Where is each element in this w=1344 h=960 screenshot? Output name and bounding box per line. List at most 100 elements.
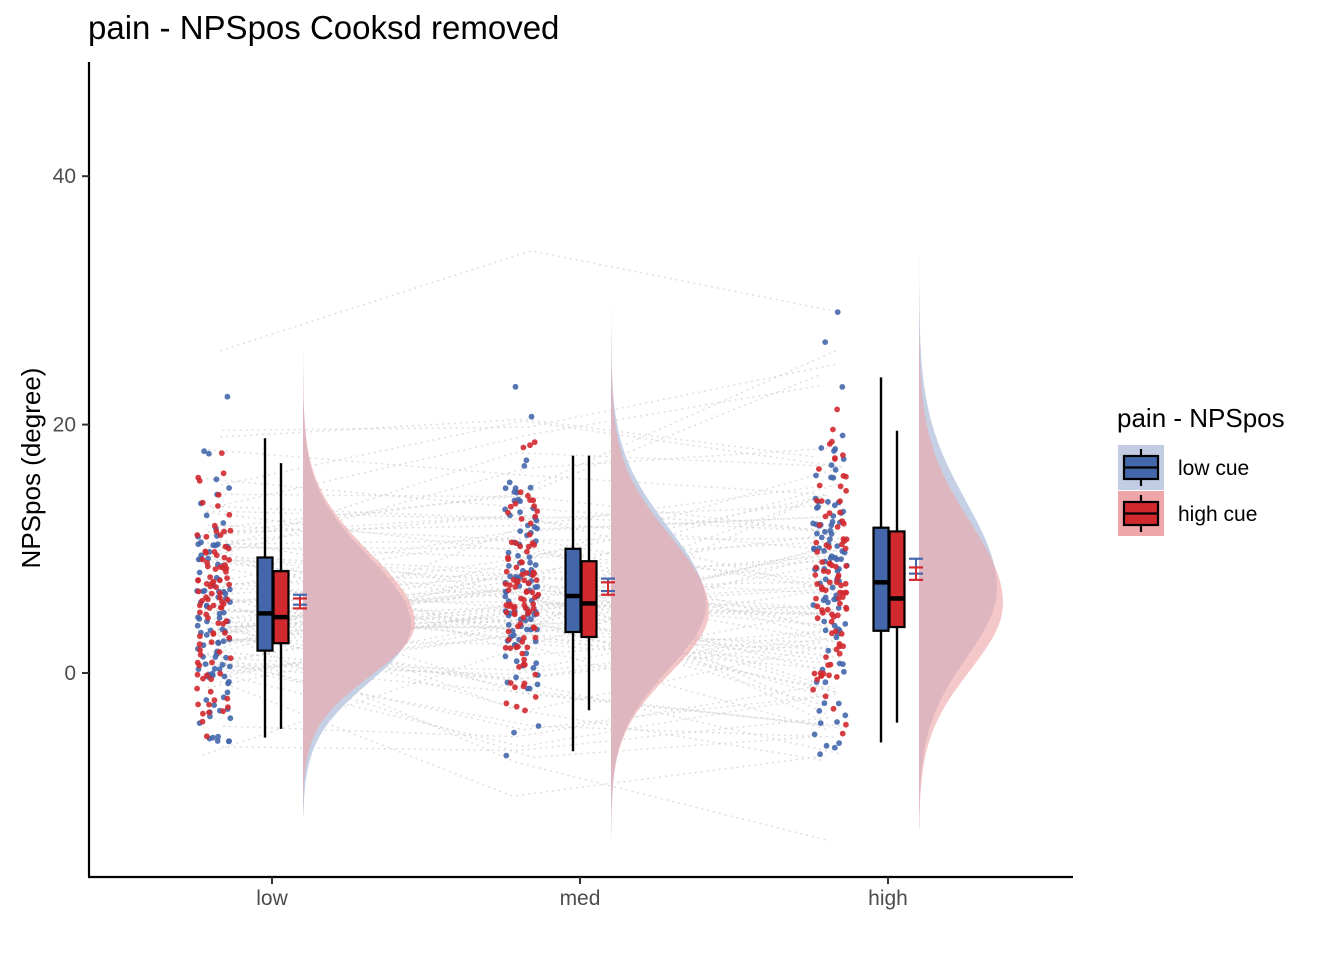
point-high-low-cue: [839, 432, 846, 439]
connector-line: [221, 717, 830, 752]
y-ticks: 0 20 40: [53, 165, 89, 685]
point-med-high-cue: [505, 556, 512, 563]
point-low-high-cue: [197, 609, 203, 616]
point-high-low-cue: [825, 647, 832, 654]
point-low-high-cue: [212, 566, 219, 572]
chart-title: pain - NPSpos Cooksd removed: [88, 9, 559, 46]
point-high-high-cue: [837, 483, 844, 490]
point-med-high-cue: [530, 569, 537, 576]
point-high-low-cue: [827, 536, 833, 543]
connector-line: [203, 558, 832, 627]
point-low-high-cue: [199, 718, 206, 725]
point-low-high-cue: [216, 649, 223, 655]
point-med-low-cue: [528, 616, 534, 623]
point-high-low-cue: [825, 498, 831, 505]
jitter-points: [194, 309, 850, 759]
point-high-high-cue: [814, 549, 821, 555]
point-low-high-cue: [220, 708, 227, 715]
point-low-high-cue: [220, 470, 227, 477]
mean-errorbars: [293, 557, 923, 610]
point-med-high-cue: [505, 628, 512, 635]
point-med-high-cue: [502, 581, 509, 587]
connector-line: [211, 385, 820, 509]
point-high-high-cue: [816, 522, 823, 528]
point-high-low-cue: [830, 474, 837, 481]
point-high-low-cue: [834, 309, 841, 315]
point-low-high-cue: [199, 556, 206, 563]
point-med-high-cue: [507, 680, 514, 686]
connector-line: [212, 561, 819, 670]
point-med-low-cue: [527, 559, 533, 566]
point-low-high-cue: [213, 584, 220, 591]
point-high-high-cue: [817, 670, 824, 676]
point-high-high-cue: [843, 604, 849, 611]
point-low-low-cue: [221, 673, 228, 680]
point-low-high-cue: [199, 597, 206, 604]
point-low-low-cue: [227, 715, 234, 722]
point-high-high-cue: [836, 595, 842, 601]
x-tick-label: med: [560, 887, 601, 910]
point-high-low-cue: [838, 556, 844, 562]
point-low-low-cue: [201, 587, 208, 594]
point-high-high-cue: [830, 426, 836, 433]
connector-line: [217, 639, 829, 731]
point-high-high-cue: [814, 676, 821, 683]
point-high-high-cue: [816, 466, 822, 472]
connector-line: [214, 611, 843, 664]
point-med-high-cue: [503, 568, 510, 575]
point-low-high-cue: [195, 701, 202, 708]
point-med-high-cue: [519, 638, 526, 645]
point-med-high-cue: [532, 513, 539, 520]
point-med-high-cue: [533, 611, 540, 617]
point-med-high-cue: [518, 559, 525, 565]
point-high-low-cue: [832, 446, 839, 452]
point-low-high-cue: [195, 474, 202, 481]
y-axis-label: NPSpos (degree): [16, 368, 46, 569]
point-high-low-cue: [829, 584, 836, 591]
point-med-high-cue: [520, 444, 527, 451]
point-med-high-cue: [521, 577, 528, 584]
y-tick-label: 20: [53, 414, 76, 437]
point-med-low-cue: [523, 457, 530, 464]
point-high-low-cue: [828, 462, 835, 468]
point-low-high-cue: [222, 562, 228, 568]
point-med-low-cue: [505, 621, 512, 628]
point-med-low-cue: [535, 723, 542, 729]
point-med-low-cue: [533, 660, 540, 667]
connector-line: [216, 650, 842, 755]
point-low-high-cue: [194, 671, 201, 678]
point-med-high-cue: [531, 439, 538, 446]
point-med-high-cue: [512, 684, 518, 691]
point-low-high-cue: [217, 590, 223, 596]
point-high-low-cue: [827, 555, 834, 562]
point-low-high-cue: [226, 634, 233, 641]
point-high-low-cue: [816, 708, 823, 714]
box-high-low-cue: [872, 526, 890, 632]
point-med-low-cue: [512, 383, 519, 390]
legend-label-high-cue: high cue: [1178, 503, 1257, 526]
point-med-high-cue: [532, 694, 539, 700]
y-tick-label: 40: [53, 165, 76, 188]
point-low-high-cue: [204, 672, 210, 679]
connector-line: [224, 451, 842, 548]
point-med-low-cue: [506, 563, 512, 569]
point-low-high-cue: [207, 688, 214, 695]
point-high-low-cue: [831, 596, 837, 603]
point-high-low-cue: [823, 742, 830, 749]
point-low-low-cue: [211, 702, 218, 708]
point-med-high-cue: [513, 703, 520, 710]
point-high-low-cue: [834, 719, 840, 725]
point-med-high-cue: [515, 578, 521, 584]
point-low-low-cue: [226, 663, 233, 670]
point-med-high-cue: [527, 442, 533, 449]
point-low-high-cue: [213, 528, 220, 535]
point-low-low-cue: [224, 689, 231, 696]
connector-line: [210, 597, 833, 713]
x-tick-label: low: [256, 887, 288, 910]
point-low-high-cue: [223, 568, 229, 575]
point-med-high-cue: [520, 614, 527, 621]
point-med-high-cue: [522, 661, 528, 668]
point-med-low-cue: [530, 665, 537, 671]
point-low-high-cue: [197, 633, 203, 640]
